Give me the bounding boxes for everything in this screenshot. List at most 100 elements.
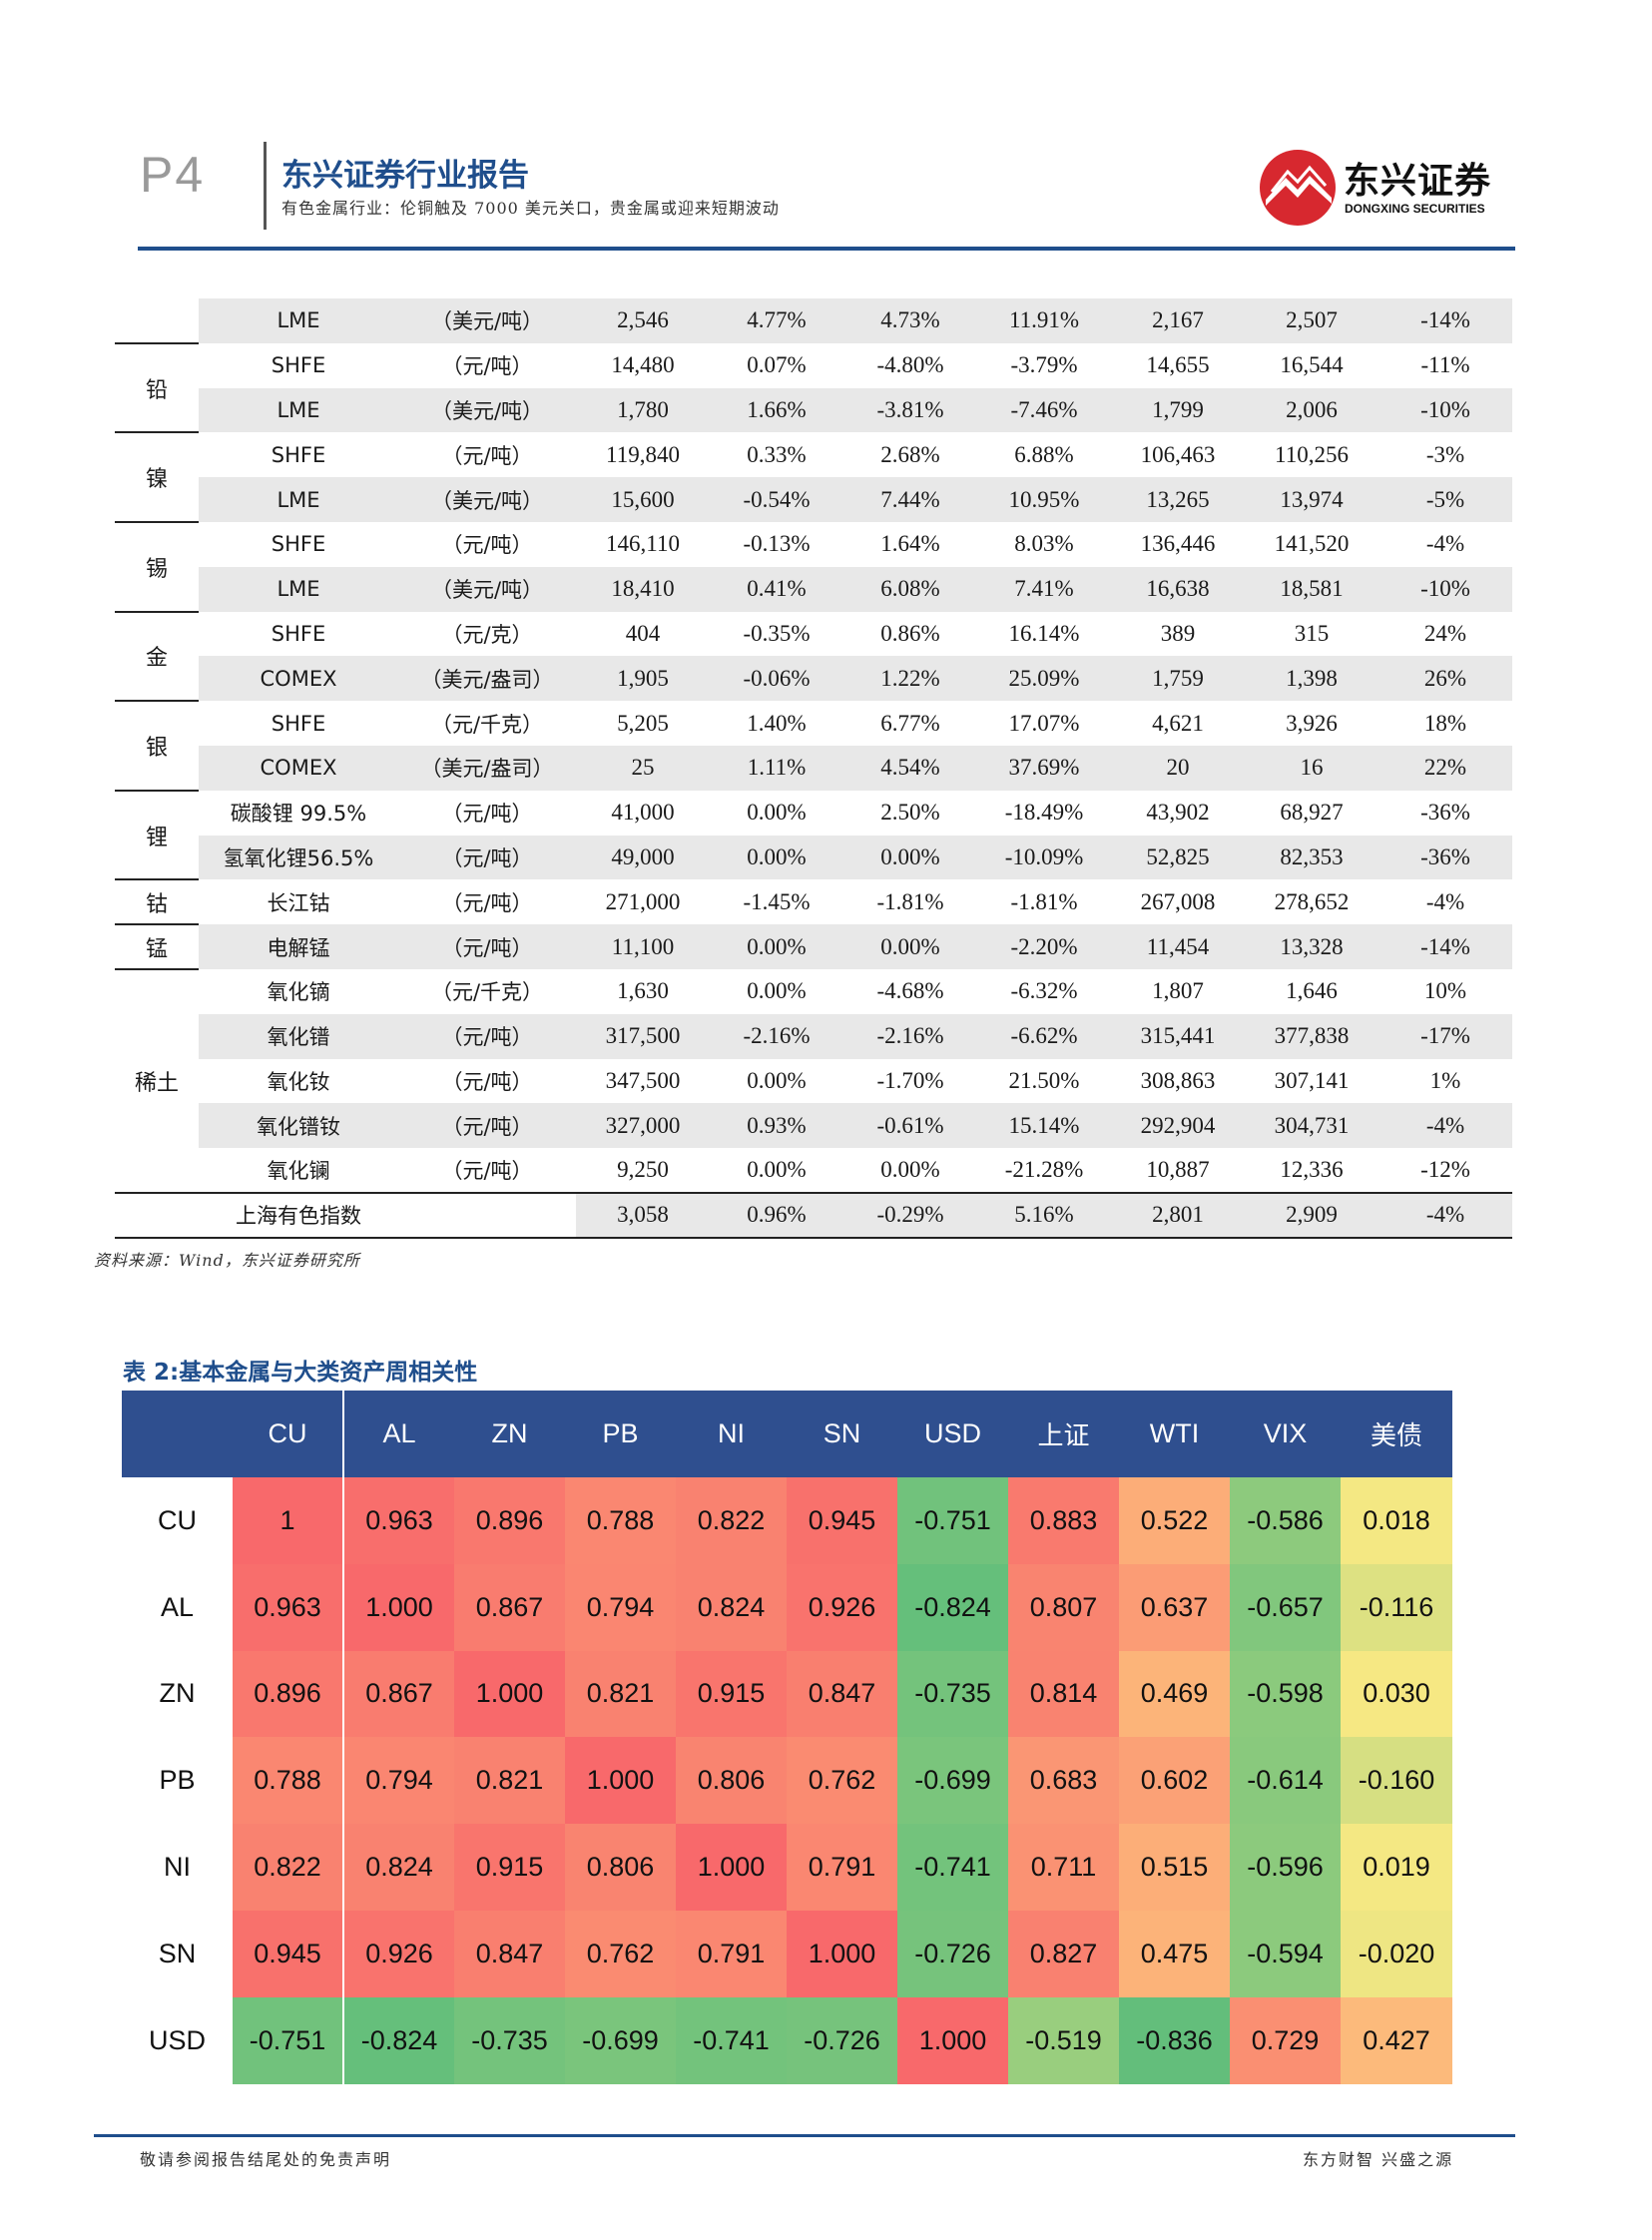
value-cell: 1,807 xyxy=(1152,978,1204,1004)
value-cell: -4% xyxy=(1378,1191,1512,1239)
metal-name-cell: 锂 xyxy=(115,789,199,880)
metal-name-cell: 锡 xyxy=(115,520,199,612)
table-row: 上海有色指数 3,058 0.96% -0.29% 5.16% 2,801 2,909 -4% xyxy=(115,1191,1512,1239)
table-row: 锂 碳酸锂 99.5% （元/吨） 41,000 0.00% 2.50% -18.49% 43… xyxy=(115,789,1512,880)
value-cell: 2,546 xyxy=(576,298,710,343)
unit-cell: （元/千克） xyxy=(430,980,544,1005)
metal-name-cell: 金 xyxy=(115,610,199,702)
column-header: VIX xyxy=(1230,1391,1341,1477)
dongxing-logo-mark-icon xyxy=(1260,150,1336,226)
exchange-cell: LME xyxy=(199,298,398,343)
value-cell: 308,863 xyxy=(1140,1067,1216,1093)
correlation-cell: 0.883 xyxy=(1008,1477,1119,1564)
unit-cell: （元/吨） xyxy=(441,354,533,379)
correlation-table-title: 表 2:基本金属与大类资产周相关性 xyxy=(123,1360,478,1386)
correlation-cell: -0.614 xyxy=(1230,1737,1341,1825)
correlation-cell: 0.475 xyxy=(1119,1910,1230,1997)
table-row: 稀土 氧化镝 （元/千克） 1,630 0.00% -4.68% -6.32% 1,807 1,… xyxy=(115,967,1512,1193)
correlation-cell: 0.824 xyxy=(343,1824,454,1911)
value-cell: 1,646 xyxy=(1286,978,1338,1004)
value-cell: -21.28% xyxy=(1004,1157,1084,1183)
exchange-cell: 氧化镨 xyxy=(199,1013,398,1059)
row-header: NI xyxy=(122,1824,233,1911)
correlation-cell: 0.762 xyxy=(565,1910,676,1997)
table-row: 氧化钕 （元/吨） 347,500 0.00% -1.70% 21.50% 308,863 3… xyxy=(115,1059,1512,1104)
metal-name-cell xyxy=(115,1191,199,1239)
row-header: ZN xyxy=(122,1650,233,1738)
value-cell: 1.66% xyxy=(710,387,843,433)
unit-cell: （元/吨） xyxy=(441,443,533,468)
value-cell: 7.41% xyxy=(977,566,1111,612)
correlation-cell: 0.806 xyxy=(676,1737,787,1825)
value-cell: -17% xyxy=(1378,1013,1512,1059)
correlation-cell: 0.788 xyxy=(565,1477,676,1564)
correlation-cell: -0.598 xyxy=(1230,1650,1341,1738)
value-cell: 52,825 xyxy=(1111,835,1245,880)
correlation-cell: 0.469 xyxy=(1119,1650,1230,1738)
value-cell: 271,000 xyxy=(605,888,681,914)
value-cell: 267,008 xyxy=(1140,888,1216,914)
correlation-cell: 0.018 xyxy=(1341,1477,1452,1564)
value-cell: 1,630 xyxy=(617,978,669,1004)
correlation-cell: 0.827 xyxy=(1008,1910,1119,1997)
table-row: COMEX （美元/盎司） 25 1.11% 4.54% 37.69% 20 16 22% xyxy=(115,745,1512,791)
unit-cell: （元/千克） xyxy=(430,712,544,737)
value-cell: 1,398 xyxy=(1245,656,1378,702)
value-cell: 13,265 xyxy=(1111,477,1245,522)
table-row: SN 0.945 0.926 0.847 0.762 0.791 1.000 -0.726 0.… xyxy=(122,1910,1452,1997)
correlation-cell: 0.807 xyxy=(1008,1563,1119,1651)
footer-slogan: 东方财智 兴盛之源 xyxy=(1303,2150,1454,2169)
row-header: SN xyxy=(122,1910,233,1997)
value-cell: 2,801 xyxy=(1111,1191,1245,1239)
correlation-cell: 0.896 xyxy=(233,1650,344,1738)
value-cell: 14,655 xyxy=(1146,352,1210,378)
exchange-cell: 上海有色指数 xyxy=(199,1191,398,1239)
unit-cell: （美元/吨） xyxy=(398,566,576,612)
table-row: AL 0.963 1.000 0.867 0.794 0.824 0.926 -0.824 0.… xyxy=(122,1563,1452,1651)
exchange-cell: LME xyxy=(199,566,398,612)
column-header: USD xyxy=(897,1391,1008,1477)
correlation-cell: 0.822 xyxy=(676,1477,787,1564)
correlation-cell: -0.741 xyxy=(676,1996,787,2084)
correlation-cell: 1.000 xyxy=(565,1737,676,1825)
value-cell: 43,902 xyxy=(1146,800,1210,826)
metal-price-table: LME （美元/吨） 2,546 4.77% 4.73% 11.91% 2,167 2,507… xyxy=(115,298,1512,1239)
dongxing-logo: 东兴证券 DONGXING SECURITIES xyxy=(1258,146,1507,230)
exchange-cell: 氧化镧 xyxy=(267,1159,330,1184)
unit-cell: （元/吨） xyxy=(398,924,576,969)
correlation-cell: 1 xyxy=(233,1477,344,1564)
value-cell: -3% xyxy=(1425,441,1465,467)
exchange-cell: 氧化镝 xyxy=(267,980,330,1005)
value-cell: 0.00% xyxy=(747,1067,807,1093)
correlation-cell: 0.711 xyxy=(1008,1824,1119,1911)
correlation-cell: 0.945 xyxy=(787,1477,897,1564)
value-cell: -7.46% xyxy=(977,387,1111,433)
correlation-cell: -0.160 xyxy=(1341,1737,1452,1825)
value-cell: 11,454 xyxy=(1111,924,1245,969)
value-cell: 5,205 xyxy=(617,710,669,736)
value-cell: 315,441 xyxy=(1111,1013,1245,1059)
value-cell: 18% xyxy=(1423,710,1467,736)
correlation-cell: 0.806 xyxy=(565,1824,676,1911)
value-cell: 2,167 xyxy=(1111,298,1245,343)
exchange-cell: 氢氧化锂56.5% xyxy=(199,835,398,880)
table-row: LME （美元/吨） 2,546 4.77% 4.73% 11.91% 2,167 2,507… xyxy=(115,298,1512,343)
table-row: LME （美元/吨） 15,600 -0.54% 7.44% 10.95% 13,265 13… xyxy=(115,477,1512,522)
table-row: CU 1 0.963 0.896 0.788 0.822 0.945 -0.751 0.883 0… xyxy=(122,1477,1452,1564)
column-header: PB xyxy=(565,1391,676,1477)
value-cell: 2,507 xyxy=(1245,298,1378,343)
logo-text-en: DONGXING SECURITIES xyxy=(1345,202,1485,216)
value-cell: 1,759 xyxy=(1111,656,1245,702)
correlation-cell: 0.729 xyxy=(1230,1996,1341,2084)
value-cell: -0.61% xyxy=(843,1103,977,1149)
exchange-cell: SHFE xyxy=(271,442,326,467)
value-cell: -0.13% xyxy=(743,531,811,557)
correlation-cell: -0.586 xyxy=(1230,1477,1341,1564)
value-cell: 3,058 xyxy=(576,1191,710,1239)
value-cell: 9,250 xyxy=(617,1157,669,1183)
correlation-cell: 1.000 xyxy=(897,1996,1008,2084)
table-row: 铅 SHFE （元/吨） 14,480 0.07% -4.80% -3.79% 14,655 1… xyxy=(115,341,1512,433)
exchange-cell: LME xyxy=(199,477,398,522)
report-subtitle: 有色金属行业：伦铜触及 7000 美元关口，贵金属或迎来短期波动 xyxy=(281,199,780,218)
value-cell: -4.80% xyxy=(876,352,944,378)
